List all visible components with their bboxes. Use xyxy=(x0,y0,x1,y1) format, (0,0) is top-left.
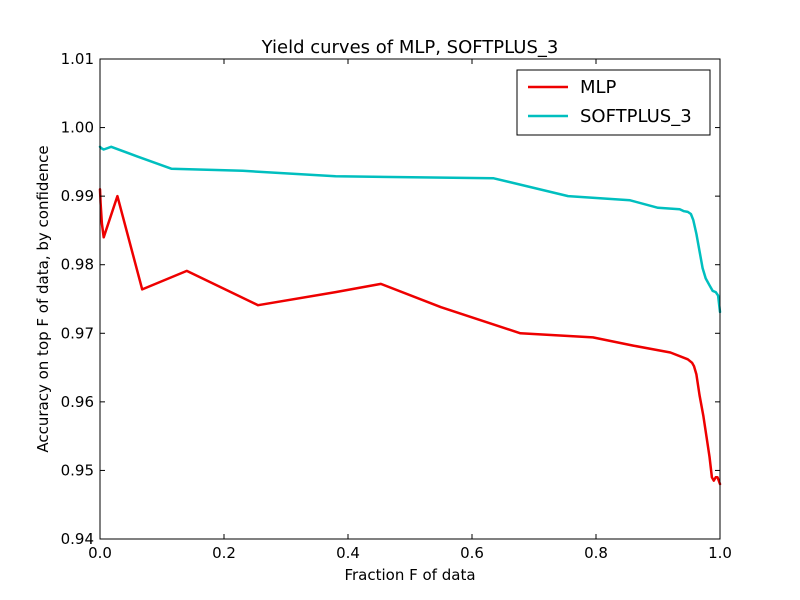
y-tick-label: 0.99 xyxy=(61,187,94,205)
y-tick-label: 1.00 xyxy=(61,119,94,137)
y-tick-label: 1.01 xyxy=(61,50,94,68)
series-line-mlp xyxy=(98,188,722,486)
plot-area: 0.0 0.2 0.4 0.6 0.8 1.0 0.94 0.95 0.96 0.97 0.98 0.… xyxy=(61,50,732,562)
x-axis-label: Fraction F of data xyxy=(344,566,475,584)
series-line-softplus-3 xyxy=(98,145,722,314)
y-tick-label: 0.97 xyxy=(61,324,94,342)
tick-layer: 0.0 0.2 0.4 0.6 0.8 1.0 0.94 0.95 0.96 0.97 0.98 0.… xyxy=(61,50,732,562)
legend: MLP SOFTPLUS_3 xyxy=(516,69,711,136)
y-tick-label: 0.98 xyxy=(61,256,94,274)
y-tick-label: 0.95 xyxy=(61,461,94,479)
x-tick-label: 0.4 xyxy=(336,544,360,562)
y-tick-label: 0.94 xyxy=(61,530,94,548)
legend-label-softplus-3: SOFTPLUS_3 xyxy=(580,106,692,127)
plot-background xyxy=(100,59,720,539)
y-tick-label: 0.96 xyxy=(61,393,94,411)
x-tick-label: 0.8 xyxy=(584,544,608,562)
legend-box xyxy=(516,69,711,136)
chart-title: Yield curves of MLP, SOFTPLUS_3 xyxy=(261,37,559,58)
x-tick-label: 0.6 xyxy=(460,544,484,562)
x-tick-label: 0.2 xyxy=(212,544,236,562)
legend-label-mlp: MLP xyxy=(580,77,617,98)
series-layer xyxy=(98,145,722,486)
x-tick-label: 0.0 xyxy=(88,544,112,562)
y-axis-label: Accuracy on top F of data, by confidence xyxy=(34,145,52,452)
x-tick-label: 1.0 xyxy=(708,544,732,562)
plot-frame xyxy=(99,58,721,540)
